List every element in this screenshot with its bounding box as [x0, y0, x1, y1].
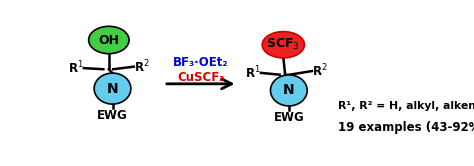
Text: R$^1$: R$^1$ — [245, 65, 261, 81]
Ellipse shape — [89, 26, 129, 54]
Ellipse shape — [271, 75, 307, 106]
Text: CuSCF₃: CuSCF₃ — [177, 72, 224, 84]
Text: 19 examples (43-92%): 19 examples (43-92%) — [338, 121, 474, 134]
Text: R$^2$: R$^2$ — [312, 63, 328, 79]
Text: R¹, R² = H, alkyl, alkenyl, aryl: R¹, R² = H, alkyl, alkenyl, aryl — [338, 101, 474, 111]
Text: SCF$_3$: SCF$_3$ — [266, 37, 300, 52]
Text: EWG: EWG — [97, 109, 128, 122]
Text: R$^1$: R$^1$ — [68, 60, 83, 76]
Text: N: N — [283, 83, 295, 97]
Ellipse shape — [94, 73, 131, 104]
Text: OH: OH — [98, 34, 119, 46]
Text: BF₃·OEt₂: BF₃·OEt₂ — [173, 56, 228, 69]
Text: R$^2$: R$^2$ — [134, 58, 150, 75]
Ellipse shape — [262, 32, 304, 58]
Text: N: N — [107, 82, 118, 96]
Text: EWG: EWG — [273, 111, 304, 124]
